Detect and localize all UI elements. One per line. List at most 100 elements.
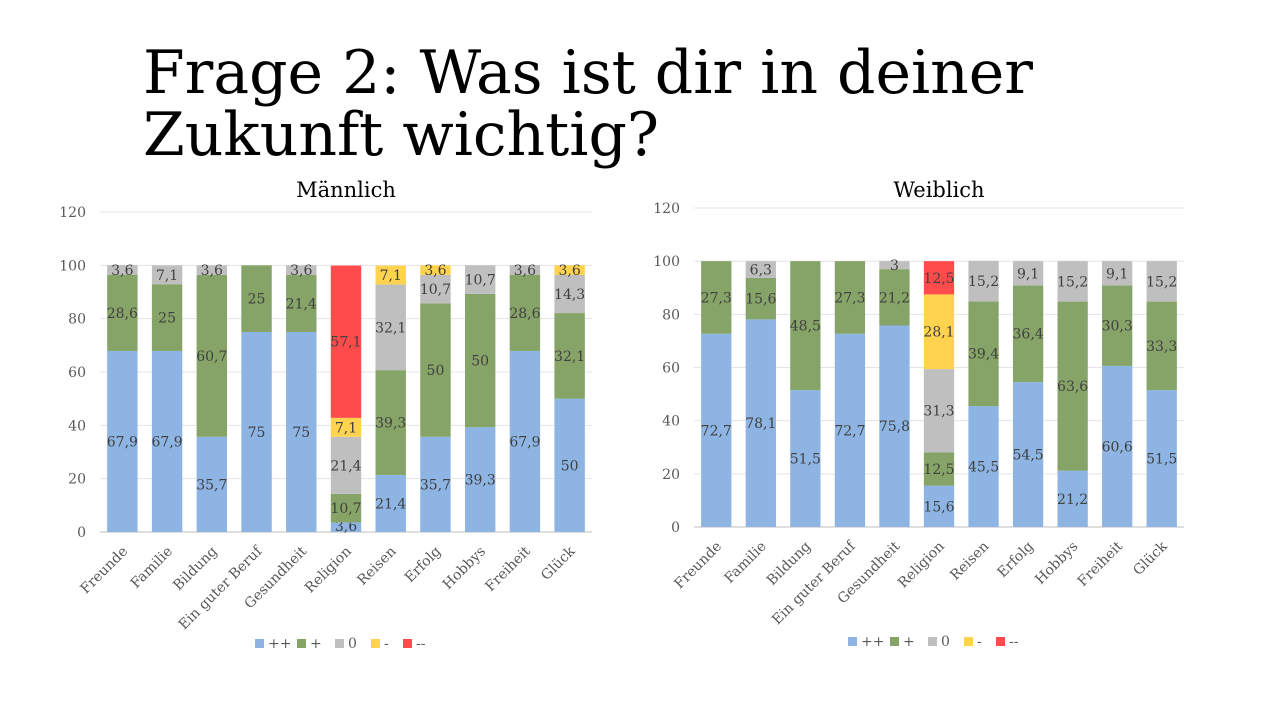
maennlich-bar-segment bbox=[330, 436, 362, 494]
weiblich-data-label: 12,5 bbox=[923, 271, 954, 287]
weiblich-ytick-label: 60 bbox=[662, 361, 680, 377]
weiblich-ytick-label: 100 bbox=[653, 254, 680, 270]
maennlich-data-label: 25 bbox=[158, 311, 176, 327]
weiblich-data-label: 9,1 bbox=[1017, 266, 1039, 282]
weiblich-data-label: 72,7 bbox=[834, 423, 865, 439]
maennlich-data-label: 35,7 bbox=[196, 477, 227, 493]
weiblich-data-label: 9,1 bbox=[1106, 266, 1128, 282]
maennlich-bar-segment bbox=[330, 522, 362, 532]
chart-weiblich: Weiblich 0 20 40 60 80 100 120 72,7 27,3 Freunde 78… bbox=[630, 170, 1230, 670]
maennlich-legend-label: ++ bbox=[268, 636, 291, 652]
weiblich-bar-segment bbox=[1102, 365, 1133, 527]
weiblich-category-label: Freiheit bbox=[1075, 538, 1127, 590]
maennlich-data-label: 21,4 bbox=[330, 458, 361, 474]
maennlich-data-label: 21,4 bbox=[286, 296, 317, 312]
maennlich-category-label: Ein guter Beruf bbox=[176, 542, 267, 633]
maennlich-bar-segment bbox=[554, 265, 585, 275]
weiblich-ytick-label: 80 bbox=[662, 307, 680, 323]
weiblich-bar-segment bbox=[968, 406, 999, 527]
maennlich-data-label: 28,6 bbox=[107, 306, 138, 322]
weiblich-legend-swatch bbox=[964, 637, 973, 646]
maennlich-data-label: 50 bbox=[561, 458, 579, 474]
weiblich-bar-segment bbox=[1146, 390, 1177, 527]
weiblich-data-label: 27,3 bbox=[834, 290, 865, 306]
weiblich-data-label: 6,3 bbox=[750, 263, 772, 279]
weiblich-data-label: 36,4 bbox=[1013, 327, 1044, 343]
maennlich-data-label: 60,7 bbox=[196, 349, 227, 365]
maennlich-bar-segment bbox=[464, 427, 496, 532]
chart-maennlich-svg: Männlich 0 20 40 60 80 100 120 67,9 28,6 3,6 Freund… bbox=[59, 178, 592, 652]
weiblich-data-label: 27,3 bbox=[701, 290, 732, 306]
weiblich-bar-segment bbox=[790, 261, 821, 391]
maennlich-category-label: Hobbys bbox=[440, 544, 489, 593]
weiblich-bar-segment bbox=[1102, 285, 1133, 366]
maennlich-bar-segment bbox=[375, 370, 406, 475]
weiblich-bar-segment bbox=[745, 319, 776, 527]
weiblich-data-label: 3 bbox=[890, 258, 899, 274]
weiblich-ytick-label: 0 bbox=[671, 520, 680, 536]
maennlich-bar-segment bbox=[151, 350, 183, 532]
maennlich-bar-segment bbox=[420, 303, 451, 437]
maennlich-legend-label: + bbox=[310, 636, 322, 652]
maennlich-legend-label: -- bbox=[416, 636, 426, 652]
weiblich-bar-segment bbox=[923, 294, 955, 370]
weiblich-data-label: 51,5 bbox=[1146, 452, 1177, 468]
maennlich-data-label: 3,6 bbox=[111, 263, 133, 279]
maennlich-bar-segment bbox=[241, 265, 272, 332]
weiblich-bar-segment bbox=[879, 325, 910, 527]
maennlich-data-label: 35,7 bbox=[420, 477, 451, 493]
maennlich-bar-segment bbox=[509, 274, 541, 351]
weiblich-data-label: 78,1 bbox=[745, 416, 776, 432]
maennlich-data-label: 3,6 bbox=[290, 263, 312, 279]
maennlich-bar-segment bbox=[375, 474, 406, 532]
maennlich-legend-swatch bbox=[335, 639, 344, 648]
maennlich-data-label: 32,1 bbox=[375, 320, 406, 336]
weiblich-ytick-label: 40 bbox=[662, 414, 680, 430]
weiblich-legend-label: - bbox=[977, 634, 982, 650]
maennlich-data-label: 67,9 bbox=[107, 434, 138, 450]
weiblich-category-label: Reisen bbox=[947, 539, 992, 584]
maennlich-bar-segment bbox=[196, 274, 228, 437]
maennlich-legend-swatch bbox=[403, 639, 412, 648]
weiblich-bar-segment bbox=[923, 485, 955, 527]
maennlich-ytick-label: 100 bbox=[59, 258, 86, 274]
weiblich-chart-title: Weiblich bbox=[893, 178, 984, 202]
weiblich-category-label: Religion bbox=[895, 539, 948, 592]
maennlich-bar-segment bbox=[196, 265, 228, 275]
weiblich-bar-segment bbox=[1012, 382, 1044, 527]
maennlich-data-label: 3,6 bbox=[559, 263, 581, 279]
maennlich-ytick-label: 80 bbox=[68, 312, 86, 328]
weiblich-legend-label: ++ bbox=[861, 634, 884, 650]
weiblich-data-label: 45,5 bbox=[968, 460, 999, 476]
weiblich-data-label: 48,5 bbox=[790, 319, 821, 335]
weiblich-category-label: Hobbys bbox=[1032, 539, 1081, 588]
weiblich-data-label: 15,6 bbox=[745, 292, 776, 308]
maennlich-data-label: 57,1 bbox=[330, 335, 361, 351]
weiblich-data-label: 21,2 bbox=[1057, 492, 1088, 508]
weiblich-ytick-label: 20 bbox=[662, 467, 680, 483]
maennlich-category-label: Glück bbox=[538, 543, 579, 584]
maennlich-legend-swatch bbox=[255, 639, 264, 648]
weiblich-category-label: Glück bbox=[1130, 538, 1171, 579]
maennlich-data-label: 75 bbox=[248, 425, 266, 441]
maennlich-bar-segment bbox=[330, 417, 362, 437]
maennlich-category-label: Familie bbox=[128, 544, 176, 592]
weiblich-data-label: 75,8 bbox=[879, 419, 910, 435]
weiblich-legend-label: -- bbox=[1009, 634, 1019, 650]
weiblich-legend-label: 0 bbox=[941, 634, 950, 650]
maennlich-ytick-label: 40 bbox=[68, 418, 86, 434]
maennlich-bar-segment bbox=[107, 350, 138, 532]
slide-title: Frage 2: Was ist dir in deiner Zukunft w… bbox=[143, 38, 1033, 170]
weiblich-data-label: 15,2 bbox=[968, 274, 999, 290]
maennlich-legend-label: 0 bbox=[348, 636, 357, 652]
weiblich-ytick-label: 120 bbox=[653, 201, 680, 217]
maennlich-category-label: Freunde bbox=[77, 544, 131, 598]
weiblich-bar-segment bbox=[834, 333, 866, 527]
maennlich-data-label: 3,6 bbox=[514, 263, 536, 279]
maennlich-bar-segment bbox=[286, 332, 317, 532]
maennlich-legend-swatch bbox=[297, 639, 306, 648]
maennlich-data-label: 50 bbox=[471, 354, 489, 370]
weiblich-bar-segment bbox=[968, 260, 999, 302]
weiblich-bar-segment bbox=[1057, 261, 1088, 302]
maennlich-data-label: 39,3 bbox=[375, 416, 406, 432]
